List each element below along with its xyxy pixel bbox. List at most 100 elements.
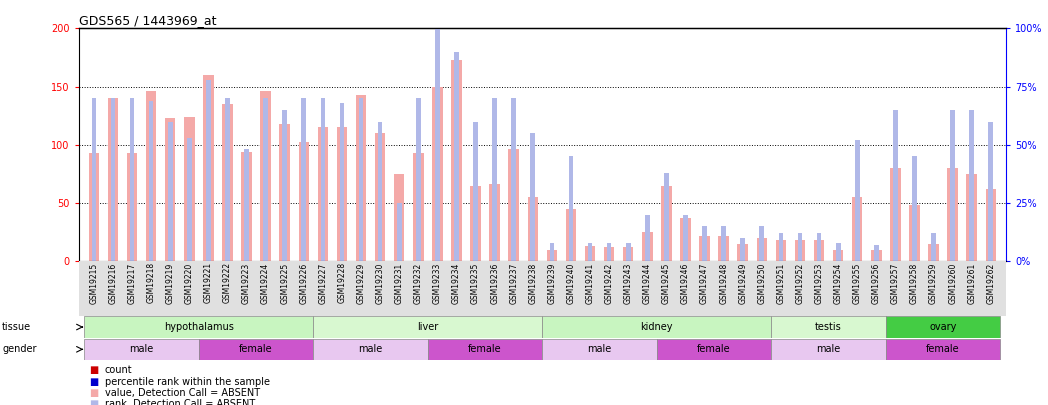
Bar (280, 124, 290, 261)
Bar (199, 339, 313, 360)
Bar (127, 153, 137, 261)
Bar (779, 233, 783, 261)
Bar (566, 209, 576, 261)
Text: kidney: kidney (640, 322, 673, 332)
Bar (929, 244, 939, 261)
Text: rank, Detection Call = ABSENT: rank, Detection Call = ABSENT (105, 399, 255, 405)
Text: GSM19249: GSM19249 (738, 262, 747, 304)
Text: GSM19223: GSM19223 (242, 262, 252, 304)
Bar (299, 143, 309, 261)
Bar (569, 156, 573, 261)
Bar (871, 249, 881, 261)
Text: GSM19246: GSM19246 (681, 262, 690, 304)
Text: GSM19253: GSM19253 (814, 262, 824, 304)
Text: GSM19250: GSM19250 (758, 262, 766, 304)
Text: GSM19238: GSM19238 (528, 262, 538, 304)
Bar (84, 339, 199, 360)
Text: percentile rank within the sample: percentile rank within the sample (105, 377, 269, 387)
Text: GSM19230: GSM19230 (375, 262, 385, 304)
Bar (302, 98, 306, 261)
Bar (585, 246, 595, 261)
Bar (683, 215, 687, 261)
Bar (771, 316, 886, 338)
Bar (874, 245, 878, 261)
Text: GSM19237: GSM19237 (509, 262, 518, 304)
Bar (702, 226, 707, 261)
Bar (890, 168, 900, 261)
Text: GSM19216: GSM19216 (108, 262, 117, 304)
Bar (471, 185, 481, 261)
Bar (416, 98, 420, 261)
Bar (168, 122, 173, 261)
Text: male: male (816, 344, 840, 354)
Bar (511, 98, 516, 261)
Bar (966, 174, 977, 261)
Bar (79, 261, 1006, 316)
Text: ■: ■ (89, 377, 99, 387)
Bar (794, 240, 805, 261)
Text: GSM19236: GSM19236 (490, 262, 499, 304)
Bar (89, 153, 100, 261)
Text: male: male (358, 344, 383, 354)
Bar (757, 238, 767, 261)
Text: GDS565 / 1443969_at: GDS565 / 1443969_at (79, 14, 216, 27)
Bar (947, 168, 958, 261)
Bar (657, 339, 771, 360)
Text: female: female (697, 344, 730, 354)
Bar (260, 91, 270, 261)
Bar (149, 100, 153, 261)
Bar (454, 51, 459, 261)
Bar (771, 339, 886, 360)
Bar (91, 98, 96, 261)
Text: GSM19225: GSM19225 (280, 262, 289, 304)
Bar (642, 232, 653, 261)
Text: male: male (130, 344, 154, 354)
Bar (397, 203, 401, 261)
Bar (607, 243, 611, 261)
Bar (489, 184, 500, 261)
Text: GSM19218: GSM19218 (147, 262, 155, 303)
Text: ■: ■ (89, 365, 99, 375)
Bar (645, 215, 650, 261)
Bar (721, 226, 726, 261)
Bar (184, 117, 195, 261)
Text: GSM19233: GSM19233 (433, 262, 442, 304)
Bar (661, 185, 672, 261)
Text: hypothalamus: hypothalamus (163, 322, 234, 332)
Bar (886, 316, 1001, 338)
Text: GSM19257: GSM19257 (891, 262, 900, 304)
Bar (740, 238, 745, 261)
Text: GSM19221: GSM19221 (204, 262, 213, 303)
Bar (413, 153, 423, 261)
Bar (394, 174, 405, 261)
Bar (604, 247, 614, 261)
Bar (377, 122, 383, 261)
Text: GSM19231: GSM19231 (395, 262, 403, 304)
Bar (951, 110, 955, 261)
Bar (718, 236, 729, 261)
Text: GSM19248: GSM19248 (719, 262, 728, 304)
Text: GSM19261: GSM19261 (967, 262, 977, 304)
Bar (626, 243, 631, 261)
Text: GSM19247: GSM19247 (700, 262, 709, 304)
Text: GSM19239: GSM19239 (547, 262, 556, 304)
Bar (543, 339, 657, 360)
Text: GSM19234: GSM19234 (452, 262, 461, 304)
Bar (130, 98, 134, 261)
Bar (244, 149, 249, 261)
Text: GSM19252: GSM19252 (795, 262, 805, 304)
Text: ■: ■ (89, 399, 99, 405)
Bar (969, 110, 974, 261)
Bar (680, 218, 691, 261)
Text: gender: gender (2, 344, 37, 354)
Text: GSM19217: GSM19217 (128, 262, 136, 304)
Text: tissue: tissue (2, 322, 31, 332)
Bar (222, 104, 233, 261)
Bar (988, 122, 994, 261)
Text: value, Detection Call = ABSENT: value, Detection Call = ABSENT (105, 388, 260, 398)
Bar (508, 149, 519, 261)
Text: count: count (105, 365, 132, 375)
Text: female: female (926, 344, 960, 354)
Bar (432, 87, 442, 261)
Bar (910, 205, 920, 261)
